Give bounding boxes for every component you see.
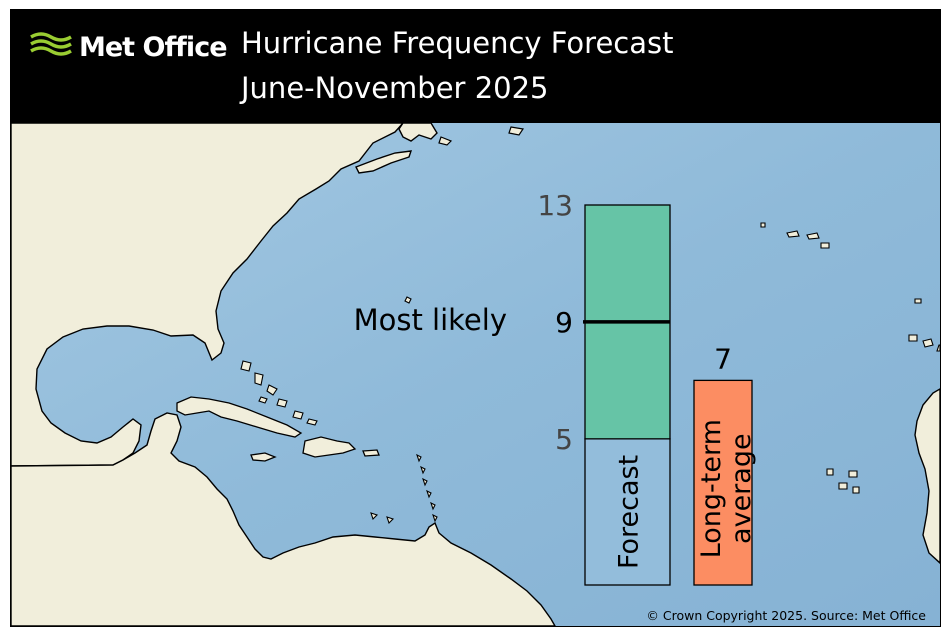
island bbox=[438, 136, 453, 146]
wave-logo-icon bbox=[30, 32, 72, 56]
copyright-notice: © Crown Copyright 2025. Source: Met Offi… bbox=[646, 608, 926, 623]
forecast-bar-label: Forecast bbox=[614, 455, 645, 569]
long-term-average-label-line2: average bbox=[726, 433, 757, 544]
central-south-america-land bbox=[11, 412, 556, 626]
long-term-average-label-line1: Long-term bbox=[696, 419, 727, 558]
lesser-antilles bbox=[370, 453, 438, 525]
bahamas-islands bbox=[240, 296, 412, 426]
tick-label-high: 13 bbox=[537, 189, 573, 222]
header-bar: Met Office Hurricane Frequency Forecast … bbox=[11, 10, 940, 123]
brand-name: Met Office bbox=[79, 32, 228, 63]
atlantic-map: 13 9 5 Most likely 7 Forecast Long-term … bbox=[11, 123, 940, 626]
island bbox=[508, 126, 525, 136]
figure-frame: Met Office Hurricane Frequency Forecast … bbox=[10, 9, 941, 627]
jamaica bbox=[250, 452, 277, 462]
met-office-logo: Met Office bbox=[29, 28, 229, 68]
puerto-rico bbox=[362, 449, 380, 457]
chart-title: Hurricane Frequency Forecast bbox=[241, 26, 674, 60]
cuba bbox=[176, 396, 303, 438]
long-term-average-bar bbox=[693, 379, 753, 586]
atlantic-islands bbox=[760, 222, 940, 494]
tick-label-most-likely: 9 bbox=[555, 306, 573, 339]
long-term-average-value-label: 7 bbox=[714, 342, 732, 375]
newfoundland bbox=[398, 123, 438, 142]
north-america-land bbox=[11, 123, 404, 467]
most-likely-label: Most likely bbox=[354, 303, 507, 337]
chart-subtitle: June-November 2025 bbox=[241, 71, 549, 105]
nova-scotia bbox=[355, 150, 413, 174]
forecast-bar-lower bbox=[584, 438, 671, 586]
africa-land bbox=[914, 388, 940, 564]
hispaniola bbox=[302, 436, 357, 458]
tick-label-low: 5 bbox=[555, 423, 573, 456]
